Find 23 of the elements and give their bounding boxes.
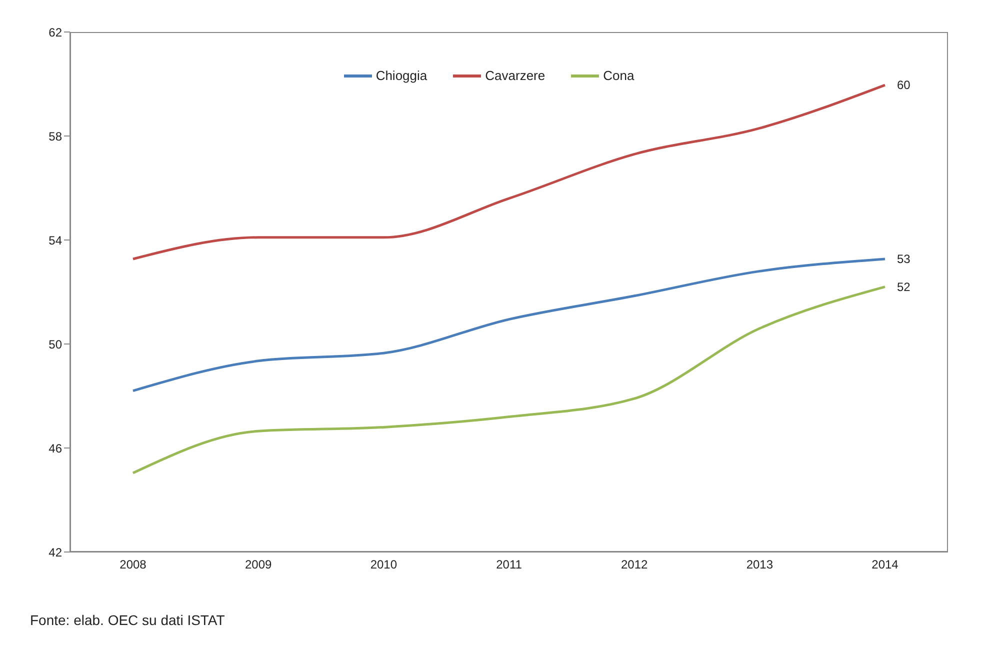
line-series <box>132 84 886 260</box>
line-series <box>132 286 886 474</box>
data-label: 53 <box>897 252 911 266</box>
x-tick-label: 2011 <box>496 558 522 572</box>
x-tick-label: 2009 <box>244 558 272 572</box>
x-tick-label: 2013 <box>746 558 774 572</box>
y-tick-label: 58 <box>48 129 62 144</box>
data-label: 52 <box>897 280 911 294</box>
x-tick-label: 2014 <box>872 558 899 572</box>
y-tick-label: 62 <box>48 25 62 40</box>
y-tick-label: 46 <box>48 441 62 456</box>
y-tick-label: 50 <box>48 337 62 352</box>
source-note: Fonte: elab. OEC su dati ISTAT <box>30 612 225 628</box>
legend-label: Chioggia <box>374 68 428 83</box>
data-label: 60 <box>897 78 911 92</box>
x-tick-label: 2010 <box>370 558 398 572</box>
x-tick-label: 2012 <box>620 558 648 572</box>
y-tick-label: 42 <box>48 545 62 560</box>
legend-label: Cona <box>602 68 634 83</box>
y-tick-label: 54 <box>48 233 62 248</box>
line-series <box>132 258 886 392</box>
x-tick-label: 2008 <box>120 558 147 572</box>
legend-label: Cavarzere <box>484 68 546 83</box>
